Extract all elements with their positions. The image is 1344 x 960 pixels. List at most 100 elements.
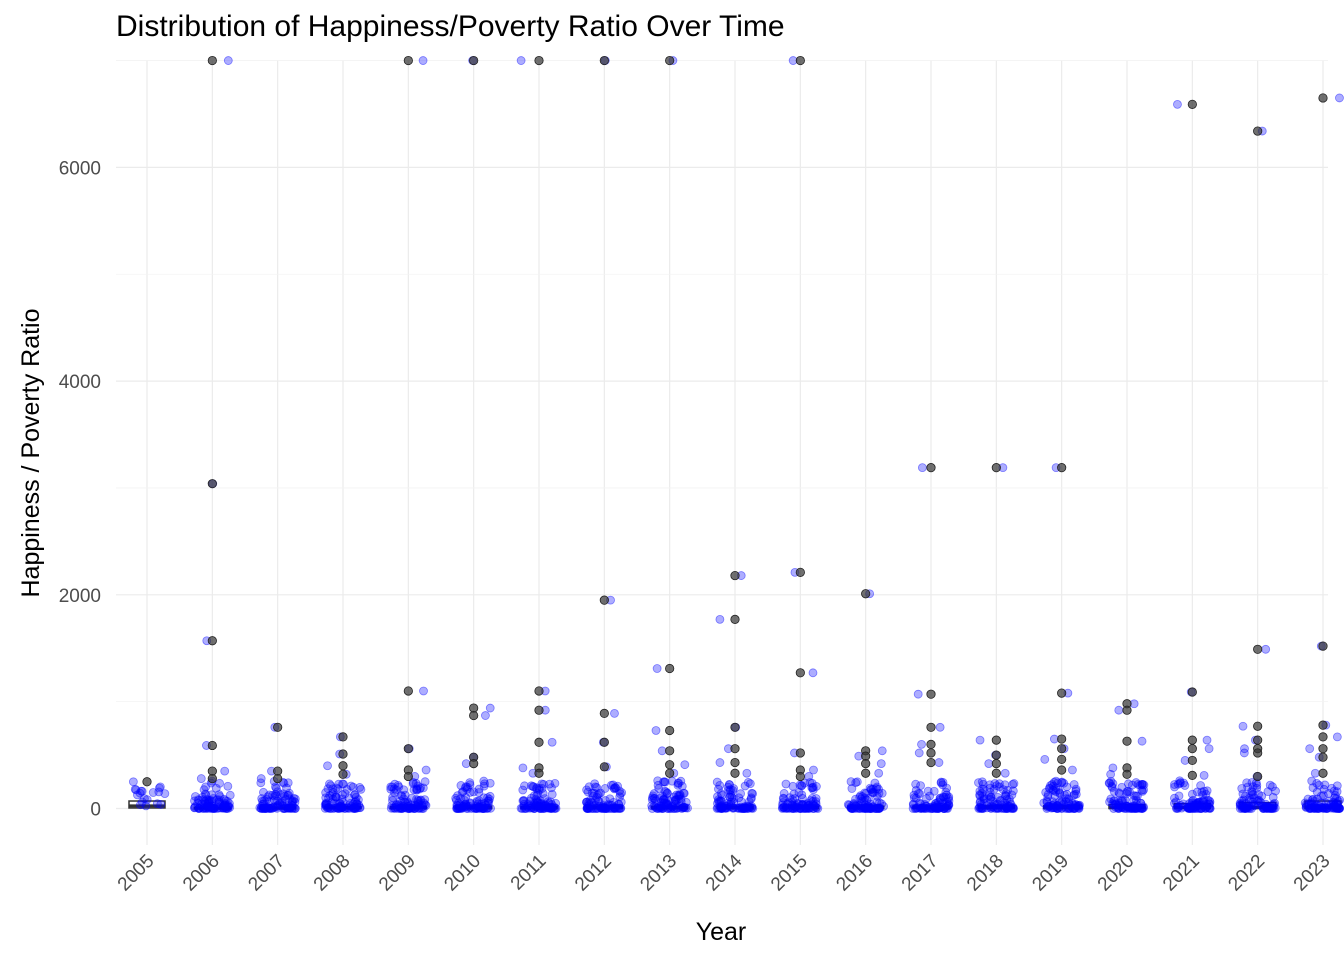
jitter-point — [474, 802, 484, 812]
jitter-point — [657, 802, 667, 812]
jitter-point — [207, 796, 217, 806]
jitter-point — [659, 798, 669, 808]
jitter-point — [326, 804, 336, 813]
jitter-point — [258, 799, 268, 809]
jitter-point — [462, 801, 471, 811]
jitter-point — [194, 803, 204, 813]
jitter-point — [538, 804, 548, 813]
jitter-point — [789, 789, 799, 799]
jitter-point — [729, 803, 739, 813]
jitter-point — [740, 802, 749, 812]
jitter-point — [676, 797, 686, 806]
jitter-point — [582, 797, 592, 807]
jitter-point — [795, 804, 805, 813]
jitter-point — [461, 782, 471, 792]
jitter-point — [216, 803, 226, 813]
jitter-point — [264, 790, 274, 800]
jitter-point — [472, 803, 482, 813]
jitter-point — [725, 792, 735, 802]
jitter-point — [458, 802, 467, 812]
jitter-point — [520, 781, 529, 791]
jitter-point — [1049, 786, 1058, 795]
jitter-point — [279, 778, 289, 788]
jitter-point — [223, 802, 233, 812]
jitter-point — [539, 801, 549, 811]
jitter-point — [278, 801, 287, 810]
jitter-point — [792, 799, 802, 808]
jitter-point — [223, 781, 233, 791]
jitter-point — [350, 804, 360, 813]
jitter-point — [601, 803, 611, 813]
jitter-point — [395, 801, 404, 811]
jitter-point — [457, 803, 466, 813]
jitter-point — [349, 799, 358, 809]
jitter-point — [1199, 770, 1209, 780]
jitter-point — [324, 793, 333, 803]
jitter-point — [287, 796, 297, 806]
jitter-point — [721, 803, 730, 813]
jitter-point — [203, 801, 212, 811]
jitter-point — [156, 800, 166, 809]
jitter-point — [782, 803, 792, 813]
jitter-point — [745, 802, 755, 812]
jitter-point — [674, 791, 683, 800]
jitter-point — [586, 804, 596, 813]
jitter-point — [386, 784, 396, 794]
jitter-point — [413, 795, 423, 805]
outlier-point — [991, 735, 1001, 745]
jitter-point — [417, 804, 427, 813]
jitter-point — [331, 792, 341, 802]
jitter-point — [1333, 803, 1342, 813]
jitter-point — [679, 788, 689, 798]
jitter-point — [539, 802, 549, 811]
jitter-point — [209, 804, 219, 813]
jitter-point — [284, 803, 294, 813]
jitter-point — [781, 803, 791, 812]
jitter-point — [421, 765, 431, 775]
jitter-point — [411, 778, 421, 788]
jitter-point — [1254, 796, 1264, 805]
jitter-point — [205, 802, 215, 811]
jitter-point — [744, 797, 754, 807]
jitter-point — [347, 801, 357, 811]
jitter-point — [663, 800, 673, 810]
jitter-point — [259, 787, 268, 797]
jitter-point — [584, 798, 594, 808]
jitter-point — [535, 802, 545, 811]
jitter-point — [414, 803, 423, 813]
jitter-point — [207, 804, 217, 813]
jitter-point — [993, 804, 1003, 813]
jitter-point — [540, 800, 550, 810]
jitter-point — [729, 784, 739, 793]
jitter-point — [610, 709, 619, 718]
jitter-point — [219, 794, 229, 804]
jitter-point — [740, 804, 750, 813]
jitter-point — [275, 798, 285, 808]
jitter-point — [547, 800, 557, 809]
jitter-point — [1062, 782, 1072, 792]
jitter-point — [667, 776, 677, 786]
jitter-point — [348, 804, 358, 813]
jitter-point — [529, 799, 539, 808]
jitter-point — [659, 794, 669, 804]
jitter-point — [214, 803, 224, 813]
jitter-point — [739, 804, 749, 813]
outlier-point — [1057, 463, 1067, 473]
jitter-point — [611, 803, 621, 813]
jitter-point — [736, 789, 745, 799]
jitter-point — [479, 781, 489, 791]
x-tick-label: 2005 — [114, 851, 159, 896]
jitter-point — [588, 791, 598, 801]
jitter-point — [333, 784, 343, 794]
jitter-point — [871, 784, 881, 793]
jitter-point — [722, 801, 732, 811]
jitter-point — [677, 804, 687, 813]
jitter-point — [411, 802, 421, 812]
jitter-point — [1040, 754, 1050, 764]
jitter-point — [1114, 705, 1124, 715]
jitter-point — [351, 792, 361, 802]
jitter-point — [287, 804, 297, 813]
jitter-point — [523, 799, 533, 809]
outlier-point — [1187, 99, 1197, 109]
jitter-point — [868, 788, 878, 798]
